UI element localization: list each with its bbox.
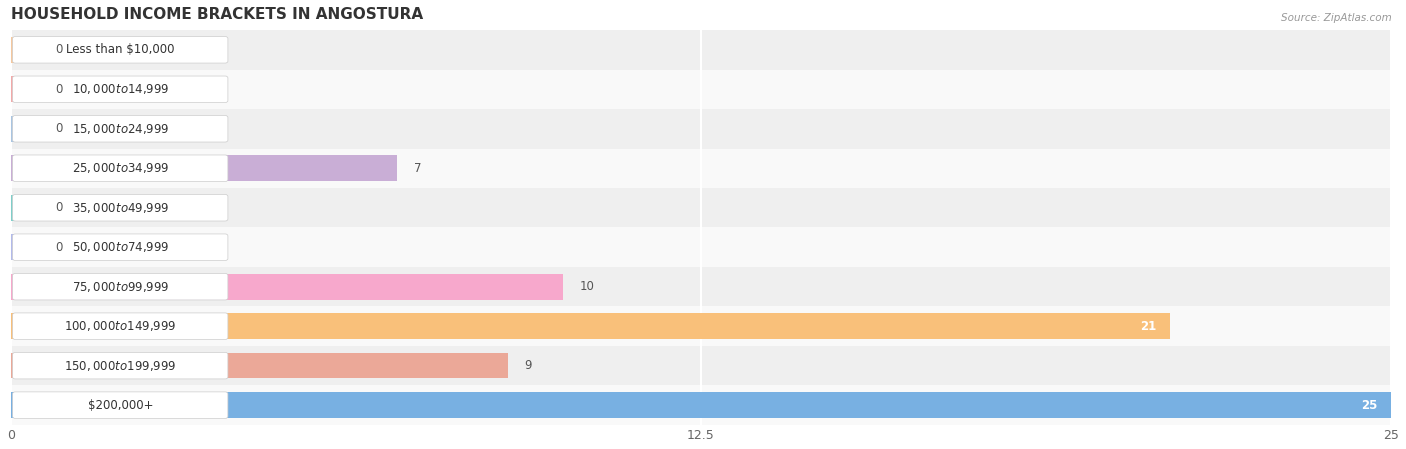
- Text: $10,000 to $14,999: $10,000 to $14,999: [72, 82, 169, 96]
- Bar: [11, 37, 38, 62]
- Bar: [11, 76, 38, 102]
- Text: $25,000 to $34,999: $25,000 to $34,999: [72, 161, 169, 175]
- FancyBboxPatch shape: [11, 346, 1391, 385]
- Text: $75,000 to $99,999: $75,000 to $99,999: [72, 280, 169, 294]
- Text: Less than $10,000: Less than $10,000: [66, 43, 174, 56]
- FancyBboxPatch shape: [11, 149, 1391, 188]
- FancyBboxPatch shape: [11, 70, 1391, 109]
- Bar: [11, 313, 1170, 339]
- FancyBboxPatch shape: [13, 313, 228, 339]
- Text: 0: 0: [55, 83, 62, 96]
- Bar: [11, 392, 1391, 418]
- Text: $100,000 to $149,999: $100,000 to $149,999: [65, 319, 177, 333]
- Text: $15,000 to $24,999: $15,000 to $24,999: [72, 122, 169, 136]
- Text: 9: 9: [524, 359, 531, 372]
- Bar: [11, 116, 38, 141]
- Text: $150,000 to $199,999: $150,000 to $199,999: [65, 359, 177, 373]
- Text: 25: 25: [1361, 399, 1378, 412]
- Text: 0: 0: [55, 241, 62, 254]
- FancyBboxPatch shape: [13, 194, 228, 221]
- Text: 0: 0: [55, 122, 62, 135]
- Bar: [11, 195, 38, 220]
- Text: $50,000 to $74,999: $50,000 to $74,999: [72, 240, 169, 254]
- FancyBboxPatch shape: [13, 76, 228, 102]
- Bar: [11, 155, 398, 181]
- Text: 21: 21: [1140, 320, 1157, 333]
- Text: HOUSEHOLD INCOME BRACKETS IN ANGOSTURA: HOUSEHOLD INCOME BRACKETS IN ANGOSTURA: [11, 7, 423, 22]
- Text: 0: 0: [55, 43, 62, 56]
- Text: Source: ZipAtlas.com: Source: ZipAtlas.com: [1281, 13, 1392, 23]
- FancyBboxPatch shape: [13, 273, 228, 300]
- FancyBboxPatch shape: [11, 30, 1391, 70]
- FancyBboxPatch shape: [13, 352, 228, 379]
- Text: $35,000 to $49,999: $35,000 to $49,999: [72, 201, 169, 215]
- Text: 10: 10: [579, 280, 595, 293]
- FancyBboxPatch shape: [13, 234, 228, 260]
- Text: 0: 0: [55, 201, 62, 214]
- FancyBboxPatch shape: [13, 115, 228, 142]
- FancyBboxPatch shape: [11, 188, 1391, 228]
- FancyBboxPatch shape: [13, 392, 228, 418]
- FancyBboxPatch shape: [13, 155, 228, 181]
- FancyBboxPatch shape: [11, 267, 1391, 306]
- Text: 7: 7: [413, 162, 422, 175]
- Bar: [11, 274, 562, 299]
- FancyBboxPatch shape: [11, 385, 1391, 425]
- Bar: [11, 234, 38, 260]
- FancyBboxPatch shape: [11, 228, 1391, 267]
- FancyBboxPatch shape: [11, 109, 1391, 149]
- FancyBboxPatch shape: [13, 36, 228, 63]
- Bar: [11, 353, 508, 379]
- FancyBboxPatch shape: [11, 306, 1391, 346]
- Text: $200,000+: $200,000+: [87, 399, 153, 412]
